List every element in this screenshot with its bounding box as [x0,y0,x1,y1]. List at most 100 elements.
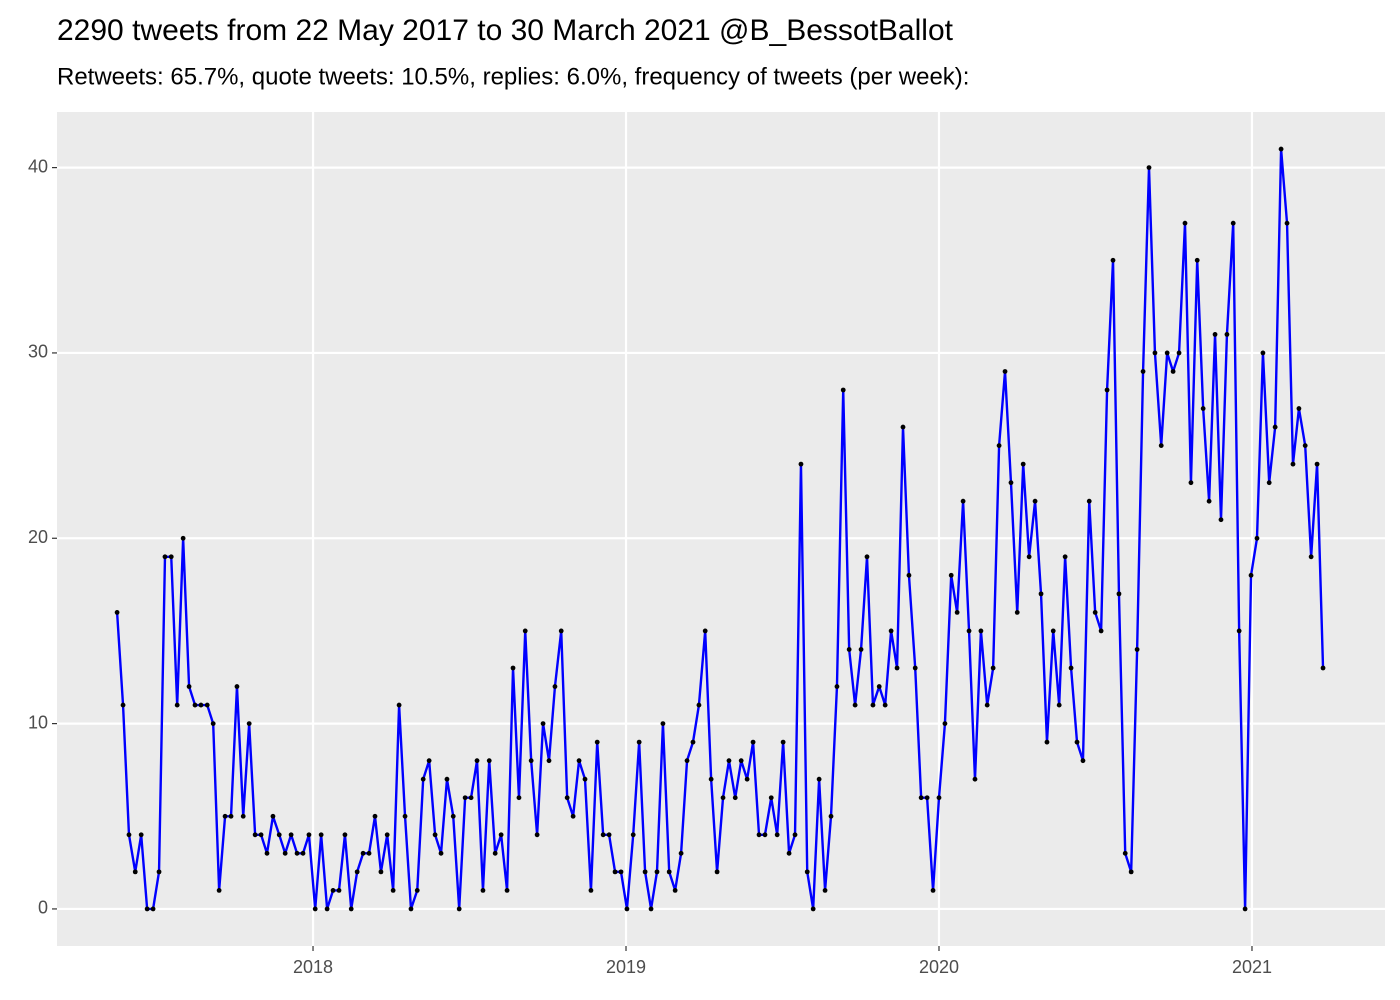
data-point [1320,665,1326,671]
data-point [1068,665,1074,671]
data-point [1182,220,1188,226]
data-point [960,498,966,504]
data-point [666,869,672,875]
data-point [216,888,222,893]
data-point [474,758,480,764]
y-tick-label: 20 [28,527,48,547]
data-point [612,869,618,875]
data-point [420,776,426,782]
data-point [1314,461,1320,467]
y-tick-label: 0 [38,898,48,918]
data-line [115,147,1325,911]
data-point [426,758,432,764]
data-point [372,813,378,819]
data-point [714,869,720,875]
data-point [870,702,876,708]
data-point [624,906,630,912]
data-point [648,906,654,912]
data-point [792,832,798,838]
data-point [318,832,324,838]
data-point [840,387,846,393]
data-point [1020,461,1026,467]
data-point [186,684,192,689]
data-point [198,702,204,708]
data-point [234,684,240,689]
data-point [912,665,918,671]
data-point [192,702,198,708]
data-point [390,888,396,893]
data-point [720,795,726,801]
data-point [1050,628,1056,634]
data-point [660,721,666,726]
data-point [342,832,348,838]
data-point [1254,535,1260,541]
data-point [378,869,384,875]
data-point [606,832,612,838]
data-point [462,795,468,801]
data-point [468,795,474,801]
data-point [144,906,150,912]
y-tick-label: 10 [28,712,48,732]
plot-background [57,112,1385,946]
data-point [1098,628,1104,634]
data-point [270,813,276,819]
data-point [768,795,774,801]
data-point [1092,610,1098,615]
data-point [654,869,660,875]
data-point [732,795,738,801]
data-point [558,628,564,634]
data-point [324,906,330,912]
data-point [948,572,954,578]
data-point [498,832,504,838]
data-point [942,721,948,726]
data-point [300,850,306,856]
data-point [978,628,984,634]
data-point [174,702,180,708]
data-point [534,832,540,838]
data-point [552,684,558,689]
data-point [384,832,390,838]
data-point [984,702,990,708]
data-point [882,702,888,708]
data-point [798,461,804,467]
data-point [822,888,828,893]
data-point [366,850,372,856]
data-point [1302,443,1308,448]
data-point [294,850,300,856]
data-point [1296,406,1302,411]
data-point [1128,869,1134,875]
data-point [402,813,408,819]
data-point [858,647,864,652]
data-point [990,665,996,671]
data-point [1146,165,1152,171]
data-point [816,776,822,782]
y-tick-label: 30 [28,342,48,362]
data-point [582,776,588,782]
data-point [1194,257,1200,263]
data-point [594,739,600,745]
data-point [1290,461,1296,467]
data-point [516,795,522,801]
data-point [150,906,156,912]
data-point [708,776,714,782]
data-point [1026,554,1032,560]
data-point [282,850,288,856]
data-point [1224,332,1230,337]
data-point [810,906,816,912]
data-point [438,850,444,856]
data-point [828,813,834,819]
data-point [762,832,768,838]
data-point [1044,739,1050,745]
data-point [636,739,642,745]
data-point [312,906,318,912]
data-point [1206,498,1212,504]
data-point [864,554,870,560]
data-point [876,684,882,689]
data-point [432,832,438,838]
data-point [780,739,786,745]
data-point [504,888,510,893]
data-point [1080,758,1086,764]
data-point [1284,220,1290,226]
x-tick-label: 2020 [919,957,959,977]
data-point [114,610,120,615]
